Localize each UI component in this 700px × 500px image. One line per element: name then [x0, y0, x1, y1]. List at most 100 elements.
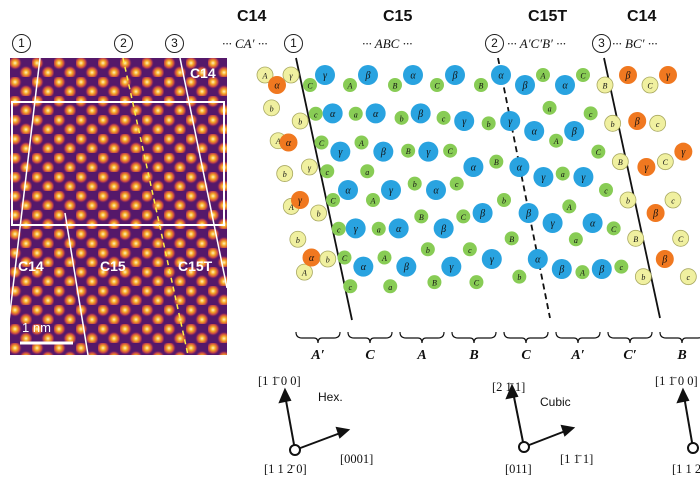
svg-text:α: α [274, 81, 280, 92]
atom: a [371, 221, 386, 236]
svg-text:c: c [325, 168, 329, 177]
svg-text:b: b [611, 120, 615, 129]
svg-text:γ: γ [541, 173, 546, 184]
stacking-bracket [347, 331, 393, 344]
svg-text:γ: γ [508, 117, 513, 128]
svg-text:γ: γ [323, 71, 328, 82]
scale-bar-label: 1 nm [22, 320, 51, 335]
svg-text:A: A [553, 137, 559, 146]
header-c14-right: C14 [627, 8, 657, 25]
atom: β [445, 65, 465, 85]
atom: B [474, 78, 488, 92]
svg-text:γ: γ [681, 147, 686, 158]
micrograph [10, 58, 227, 355]
marker-3-image: 3 [165, 34, 184, 53]
atom: γ [500, 111, 521, 131]
header-c15: C15 [383, 8, 413, 25]
svg-text:c: c [589, 110, 593, 119]
atom: α [403, 65, 423, 85]
svg-text:B: B [494, 158, 499, 167]
svg-text:b: b [317, 210, 321, 219]
atom: C [672, 229, 690, 247]
atom: c [614, 259, 629, 274]
stacking-bracket [607, 331, 653, 344]
svg-text:γ: γ [354, 224, 359, 235]
svg-text:β: β [440, 224, 446, 235]
hex-center-label: [1 1 2̄ 0] [264, 462, 307, 476]
stacking-bracket [295, 331, 341, 344]
svg-text:α: α [498, 71, 504, 82]
svg-text:α: α [373, 109, 379, 120]
atom: β [472, 203, 493, 223]
svg-text:γ: γ [289, 72, 293, 81]
svg-text:β: β [365, 71, 371, 82]
atom: α [388, 218, 409, 239]
sequence-c15t: ··· A′C′B′ ··· [507, 36, 566, 51]
svg-text:α: α [286, 138, 292, 149]
bracket-label-8: B [677, 348, 687, 363]
hex-axis-right [294, 431, 344, 451]
atom: C [591, 144, 606, 159]
atom: γ [533, 167, 554, 187]
atom: b [407, 176, 422, 191]
svg-text:c: c [442, 114, 446, 123]
svg-text:γ: γ [338, 147, 343, 158]
atom: C [430, 78, 444, 92]
svg-text:b: b [296, 236, 300, 245]
bracket-label-7: C′ [623, 348, 637, 363]
atom: c [449, 176, 464, 191]
atom: γ [315, 65, 335, 85]
atom: β [515, 75, 535, 95]
svg-text:α: α [410, 71, 416, 82]
atom: β [646, 204, 665, 222]
atom: c [649, 114, 667, 132]
atom: B [611, 153, 629, 171]
svg-text:α: α [471, 163, 477, 174]
hex-up-label: [1 1̄ 0 0] [258, 374, 301, 388]
svg-text:a: a [561, 170, 565, 179]
atom: B [504, 231, 519, 246]
svg-text:α: α [433, 186, 439, 197]
svg-text:c: c [671, 197, 675, 206]
svg-text:γ: γ [666, 71, 671, 82]
svg-text:c: c [620, 263, 624, 272]
svg-text:β: β [598, 265, 604, 276]
atom: γ [454, 111, 475, 131]
atom: β [655, 250, 674, 268]
svg-text:α: α [517, 163, 523, 174]
svg-text:a: a [377, 225, 381, 234]
atom: γ [300, 158, 318, 176]
atom: β [396, 256, 417, 277]
atom: A [377, 250, 392, 265]
svg-text:γ: γ [308, 164, 312, 173]
hex-right-label: [0001] [340, 452, 374, 466]
svg-text:β: β [558, 265, 564, 276]
atom: a [555, 166, 570, 181]
atom: A [256, 66, 274, 84]
svg-text:β: β [522, 81, 528, 92]
atom: B [427, 275, 442, 290]
atom: α [582, 213, 603, 233]
bracket-label-2: C [365, 348, 375, 363]
image-label-c15: C15 [100, 258, 126, 274]
atom: γ [381, 180, 401, 200]
svg-text:γ: γ [389, 186, 394, 197]
atom: B [489, 154, 504, 169]
svg-text:γ: γ [426, 147, 431, 158]
svg-text:β: β [403, 262, 409, 273]
svg-text:β: β [634, 117, 640, 128]
atom: β [433, 218, 454, 239]
svg-text:β: β [479, 209, 485, 220]
atom: C [326, 193, 340, 207]
svg-text:C: C [330, 197, 336, 206]
atom: γ [659, 66, 677, 84]
svg-text:b: b [426, 246, 430, 255]
atom: γ [345, 218, 366, 239]
atom: c [462, 242, 477, 257]
svg-text:b: b [626, 197, 630, 206]
atom: a [360, 164, 375, 179]
atom: γ [481, 249, 502, 269]
svg-text:a: a [388, 283, 392, 292]
atom: β [564, 121, 585, 141]
